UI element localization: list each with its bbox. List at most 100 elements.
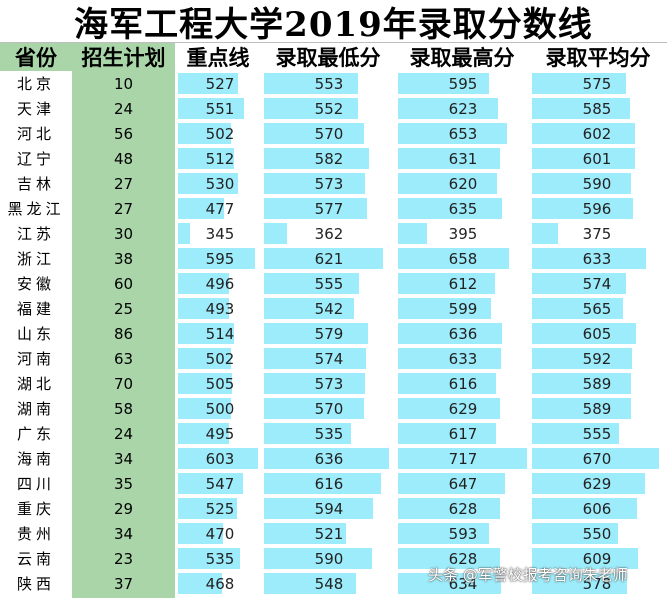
key-line-bar <box>178 173 238 194</box>
max-score-value: 620 <box>448 174 478 193</box>
min-score-value: 590 <box>314 549 344 568</box>
key-line-value: 505 <box>205 374 235 393</box>
max-score-value: 635 <box>448 199 478 218</box>
avg-score-value: 575 <box>582 74 612 93</box>
key-line-bar <box>178 123 231 144</box>
key-line-value: 603 <box>205 449 235 468</box>
max-score-bar <box>398 498 500 519</box>
min-score-value: 574 <box>314 349 344 368</box>
min-score-bar <box>264 123 364 144</box>
min-score-bar <box>264 98 358 119</box>
avg-score-bar <box>532 73 626 94</box>
min-score-value: 570 <box>314 399 344 418</box>
max-score-value: 593 <box>448 524 478 543</box>
avg-score-bar <box>532 123 635 144</box>
quota-cell: 70 <box>113 374 134 393</box>
province-cell: 湖南 <box>16 400 55 418</box>
avg-score-bar <box>532 173 631 194</box>
avg-score-bar <box>532 448 659 469</box>
max-score-bar <box>398 323 502 344</box>
key-line-bar <box>178 298 229 319</box>
max-score-bar <box>398 523 489 544</box>
quota-cell: 35 <box>113 474 134 493</box>
min-score-value: 362 <box>314 224 344 243</box>
key-line-bar <box>178 548 240 569</box>
min-score-value: 573 <box>314 374 344 393</box>
key-line-bar <box>178 473 243 494</box>
key-line-value: 495 <box>205 424 235 443</box>
quota-cell: 56 <box>113 124 134 143</box>
key-line-value: 468 <box>205 574 235 593</box>
min-score-bar <box>264 523 346 544</box>
province-cell: 河北 <box>16 125 55 143</box>
avg-score-bar <box>532 248 646 269</box>
province-cell: 贵州 <box>16 525 55 543</box>
key-line-bar <box>178 448 258 469</box>
max-score-value: 636 <box>448 324 478 343</box>
key-line-value: 470 <box>205 524 235 543</box>
avg-score-bar <box>532 298 623 319</box>
key-line-bar <box>178 73 238 94</box>
avg-score-value: 633 <box>582 249 612 268</box>
avg-score-value: 629 <box>582 474 612 493</box>
min-score-value: 616 <box>314 474 344 493</box>
min-score-bar <box>264 298 354 319</box>
quota-cell: 25 <box>113 299 134 318</box>
key-line-bar <box>178 223 190 244</box>
min-score-value: 542 <box>314 299 344 318</box>
avg-score-bar <box>532 398 631 419</box>
max-score-bar <box>398 448 527 469</box>
avg-score-value: 375 <box>582 224 612 243</box>
max-score-bar <box>398 148 500 169</box>
max-score-bar <box>398 248 509 269</box>
key-line-bar <box>178 373 232 394</box>
min-score-bar <box>264 373 365 394</box>
min-score-bar <box>264 148 369 169</box>
avg-score-value: 555 <box>582 424 612 443</box>
avg-score-bar <box>532 223 558 244</box>
avg-score-bar <box>532 148 635 169</box>
quota-cell: 10 <box>113 74 134 93</box>
province-cell: 云南 <box>16 550 55 568</box>
avg-score-value: 565 <box>582 299 612 318</box>
quota-cell: 23 <box>113 549 134 568</box>
province-cell: 福建 <box>16 300 55 318</box>
min-score-value: 535 <box>314 424 344 443</box>
avg-score-value: 574 <box>582 274 612 293</box>
avg-score-bar <box>532 198 633 219</box>
max-score-bar <box>398 398 500 419</box>
header-province: 省份 <box>0 43 72 71</box>
avg-score-value: 585 <box>582 99 612 118</box>
avg-score-value: 670 <box>582 449 612 468</box>
min-score-value: 548 <box>314 574 344 593</box>
key-line-value: 595 <box>205 249 235 268</box>
key-line-bar <box>178 198 224 219</box>
key-line-value: 547 <box>205 474 235 493</box>
province-column <box>0 71 72 598</box>
avg-score-bar <box>532 323 636 344</box>
avg-score-value: 596 <box>582 199 612 218</box>
key-line-value: 551 <box>205 99 235 118</box>
quota-cell: 24 <box>113 424 134 443</box>
avg-score-bar <box>532 373 631 394</box>
max-score-bar <box>398 423 496 444</box>
max-score-value: 595 <box>448 74 478 93</box>
key-line-value: 527 <box>205 74 235 93</box>
avg-score-value: 578 <box>582 574 612 593</box>
min-score-bar <box>264 573 356 594</box>
avg-score-value: 606 <box>582 499 612 518</box>
key-line-bar <box>178 273 229 294</box>
quota-cell: 34 <box>113 449 134 468</box>
province-cell: 江苏 <box>16 225 55 243</box>
max-score-bar <box>398 298 491 319</box>
max-score-bar <box>398 348 501 369</box>
header-quota: 招生计划 <box>72 43 175 71</box>
province-cell: 广东 <box>16 425 55 443</box>
min-score-value: 573 <box>314 174 344 193</box>
watermark: 头条 @军警校报考咨询朱老师 <box>428 565 628 584</box>
min-score-bar <box>264 423 351 444</box>
min-score-bar <box>264 348 366 369</box>
header-avg-score: 录取平均分 <box>529 43 667 71</box>
max-score-value: 653 <box>448 124 478 143</box>
avg-score-value: 590 <box>582 174 612 193</box>
